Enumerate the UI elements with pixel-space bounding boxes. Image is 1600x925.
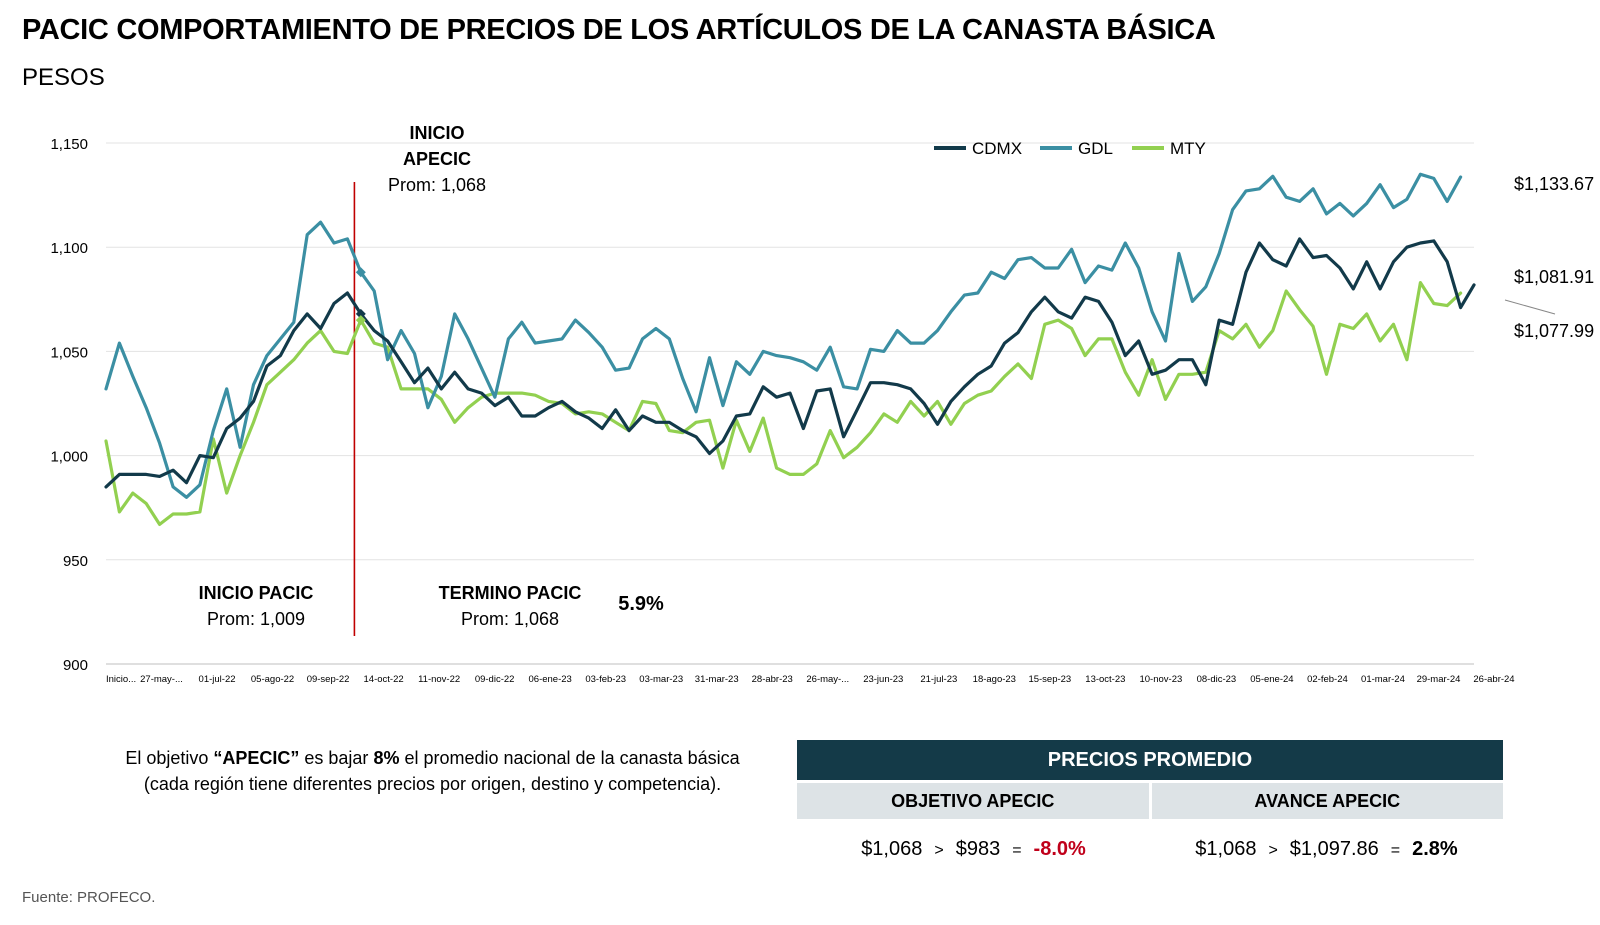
col-objetivo-apecic: OBJETIVO APECIC bbox=[797, 783, 1149, 819]
x-tick-label: 09-sep-22 bbox=[307, 674, 350, 685]
x-tick-label: 31-mar-23 bbox=[695, 674, 739, 685]
x-tick-label: 21-jul-23 bbox=[920, 674, 957, 685]
x-tick-label: 27-may-... bbox=[140, 674, 183, 685]
avance-a: $1,068 bbox=[1195, 838, 1257, 860]
objetivo-a: $1,068 bbox=[861, 838, 923, 860]
x-tick-label: 01-jul-22 bbox=[199, 674, 236, 685]
inicio-apecic-label-2: APECIC bbox=[403, 149, 471, 169]
end-label-mty-leader bbox=[1504, 299, 1556, 315]
x-tick-label: 28-abr-23 bbox=[752, 674, 793, 685]
prices-table: PRECIOS PROMEDIO OBJETIVO APECIC AVANCE … bbox=[797, 740, 1503, 869]
legend-label-cdmx: CDMX bbox=[972, 139, 1022, 158]
x-tick-label: 09-dic-22 bbox=[475, 674, 515, 685]
objetivo-result: -8.0% bbox=[1033, 838, 1086, 860]
legend-label-mty: MTY bbox=[1170, 139, 1206, 158]
x-tick-label: 05-ene-24 bbox=[1250, 674, 1293, 685]
note-text-3: el promedio nacional de la canasta básic… bbox=[143, 748, 740, 794]
x-tick-label: 26-may-... bbox=[806, 674, 849, 685]
objetivo-apecic-value: $1,068 > $983 = -8.0% bbox=[797, 829, 1150, 869]
objetivo-op1: > bbox=[934, 842, 944, 859]
x-tick-label: 15-sep-23 bbox=[1028, 674, 1071, 685]
page-title: PACIC COMPORTAMIENTO DE PRECIOS DE LOS A… bbox=[22, 14, 1216, 46]
objective-note: El objetivo “APECIC” es bajar 8% el prom… bbox=[125, 745, 740, 797]
series-line-mty bbox=[104, 281, 1463, 527]
x-tick-label: 13-oct-23 bbox=[1085, 674, 1125, 685]
avance-result: 2.8% bbox=[1412, 838, 1458, 860]
inicio-pacic-label: INICIO PACIC bbox=[199, 583, 314, 603]
end-label-mty: $1,077.99 bbox=[1514, 321, 1594, 341]
x-tick-label: 06-ene-23 bbox=[529, 674, 572, 685]
prices-table-header: PRECIOS PROMEDIO bbox=[797, 740, 1503, 780]
chart-legend: CDMX GDL MTY bbox=[934, 139, 1206, 158]
x-tick-label: 26-abr-24 bbox=[1473, 674, 1514, 685]
x-tick-label: 03-mar-23 bbox=[639, 674, 683, 685]
change-percent-label: 5.9% bbox=[618, 593, 664, 615]
end-label-gdl: $1,133.67 bbox=[1514, 174, 1594, 194]
page-subtitle: PESOS bbox=[22, 64, 105, 91]
avance-op2: = bbox=[1390, 842, 1401, 859]
series-line-cdmx bbox=[104, 237, 1476, 489]
x-tick-label: 01-mar-24 bbox=[1361, 674, 1405, 685]
y-tick-label: 1,000 bbox=[50, 449, 88, 466]
avance-b: $1,097.86 bbox=[1289, 838, 1379, 860]
avance-op1: > bbox=[1268, 842, 1278, 859]
x-tick-label: 10-nov-23 bbox=[1139, 674, 1182, 685]
x-tick-label: 14-oct-22 bbox=[364, 674, 404, 685]
x-tick-label: 29-mar-24 bbox=[1417, 674, 1461, 685]
x-tick-label: 18-ago-23 bbox=[973, 674, 1016, 685]
inicio-apecic-prom: Prom: 1,068 bbox=[388, 175, 486, 195]
objetivo-b: $983 bbox=[955, 838, 1001, 860]
y-tick-label: 1,100 bbox=[50, 240, 88, 257]
event-marker-cdmx bbox=[355, 308, 366, 319]
note-pct: 8% bbox=[373, 748, 400, 768]
y-tick-label: 950 bbox=[63, 553, 88, 570]
x-tick-label: 23-jun-23 bbox=[863, 674, 903, 685]
x-tick-label: 03-feb-23 bbox=[585, 674, 626, 685]
col-avance-apecic: AVANCE APECIC bbox=[1151, 783, 1503, 819]
x-tick-label: 02-feb-24 bbox=[1307, 674, 1348, 685]
note-apecic: “APECIC” bbox=[213, 748, 300, 768]
termino-pacic-label: TERMINO PACIC bbox=[439, 583, 582, 603]
termino-pacic-prom: Prom: 1,068 bbox=[461, 609, 559, 629]
x-tick-label: 11-nov-22 bbox=[418, 674, 460, 685]
series-line-gdl bbox=[104, 172, 1463, 499]
legend-label-gdl: GDL bbox=[1078, 139, 1113, 158]
source-note: Fuente: PROFECO. bbox=[22, 889, 156, 906]
inicio-apecic-label: INICIO bbox=[409, 123, 464, 143]
event-marker-gdl bbox=[355, 267, 366, 278]
x-tick-label: Inicio... bbox=[106, 674, 136, 685]
event-marker-mty bbox=[355, 315, 366, 326]
note-text-2: es bajar bbox=[299, 748, 374, 768]
inicio-pacic-prom: Prom: 1,009 bbox=[207, 609, 305, 629]
y-tick-label: 1,050 bbox=[50, 344, 88, 361]
y-tick-label: 900 bbox=[63, 657, 88, 674]
x-tick-label: 08-dic-23 bbox=[1197, 674, 1237, 685]
avance-apecic-value: $1,068 > $1,097.86 = 2.8% bbox=[1150, 829, 1503, 869]
y-tick-label: 1,150 bbox=[50, 136, 88, 153]
x-tick-label: 05-ago-22 bbox=[251, 674, 294, 685]
end-label-cdmx: $1,081.91 bbox=[1514, 267, 1594, 287]
note-text-1: El objetivo bbox=[125, 748, 214, 768]
objetivo-op2: = bbox=[1012, 842, 1022, 859]
